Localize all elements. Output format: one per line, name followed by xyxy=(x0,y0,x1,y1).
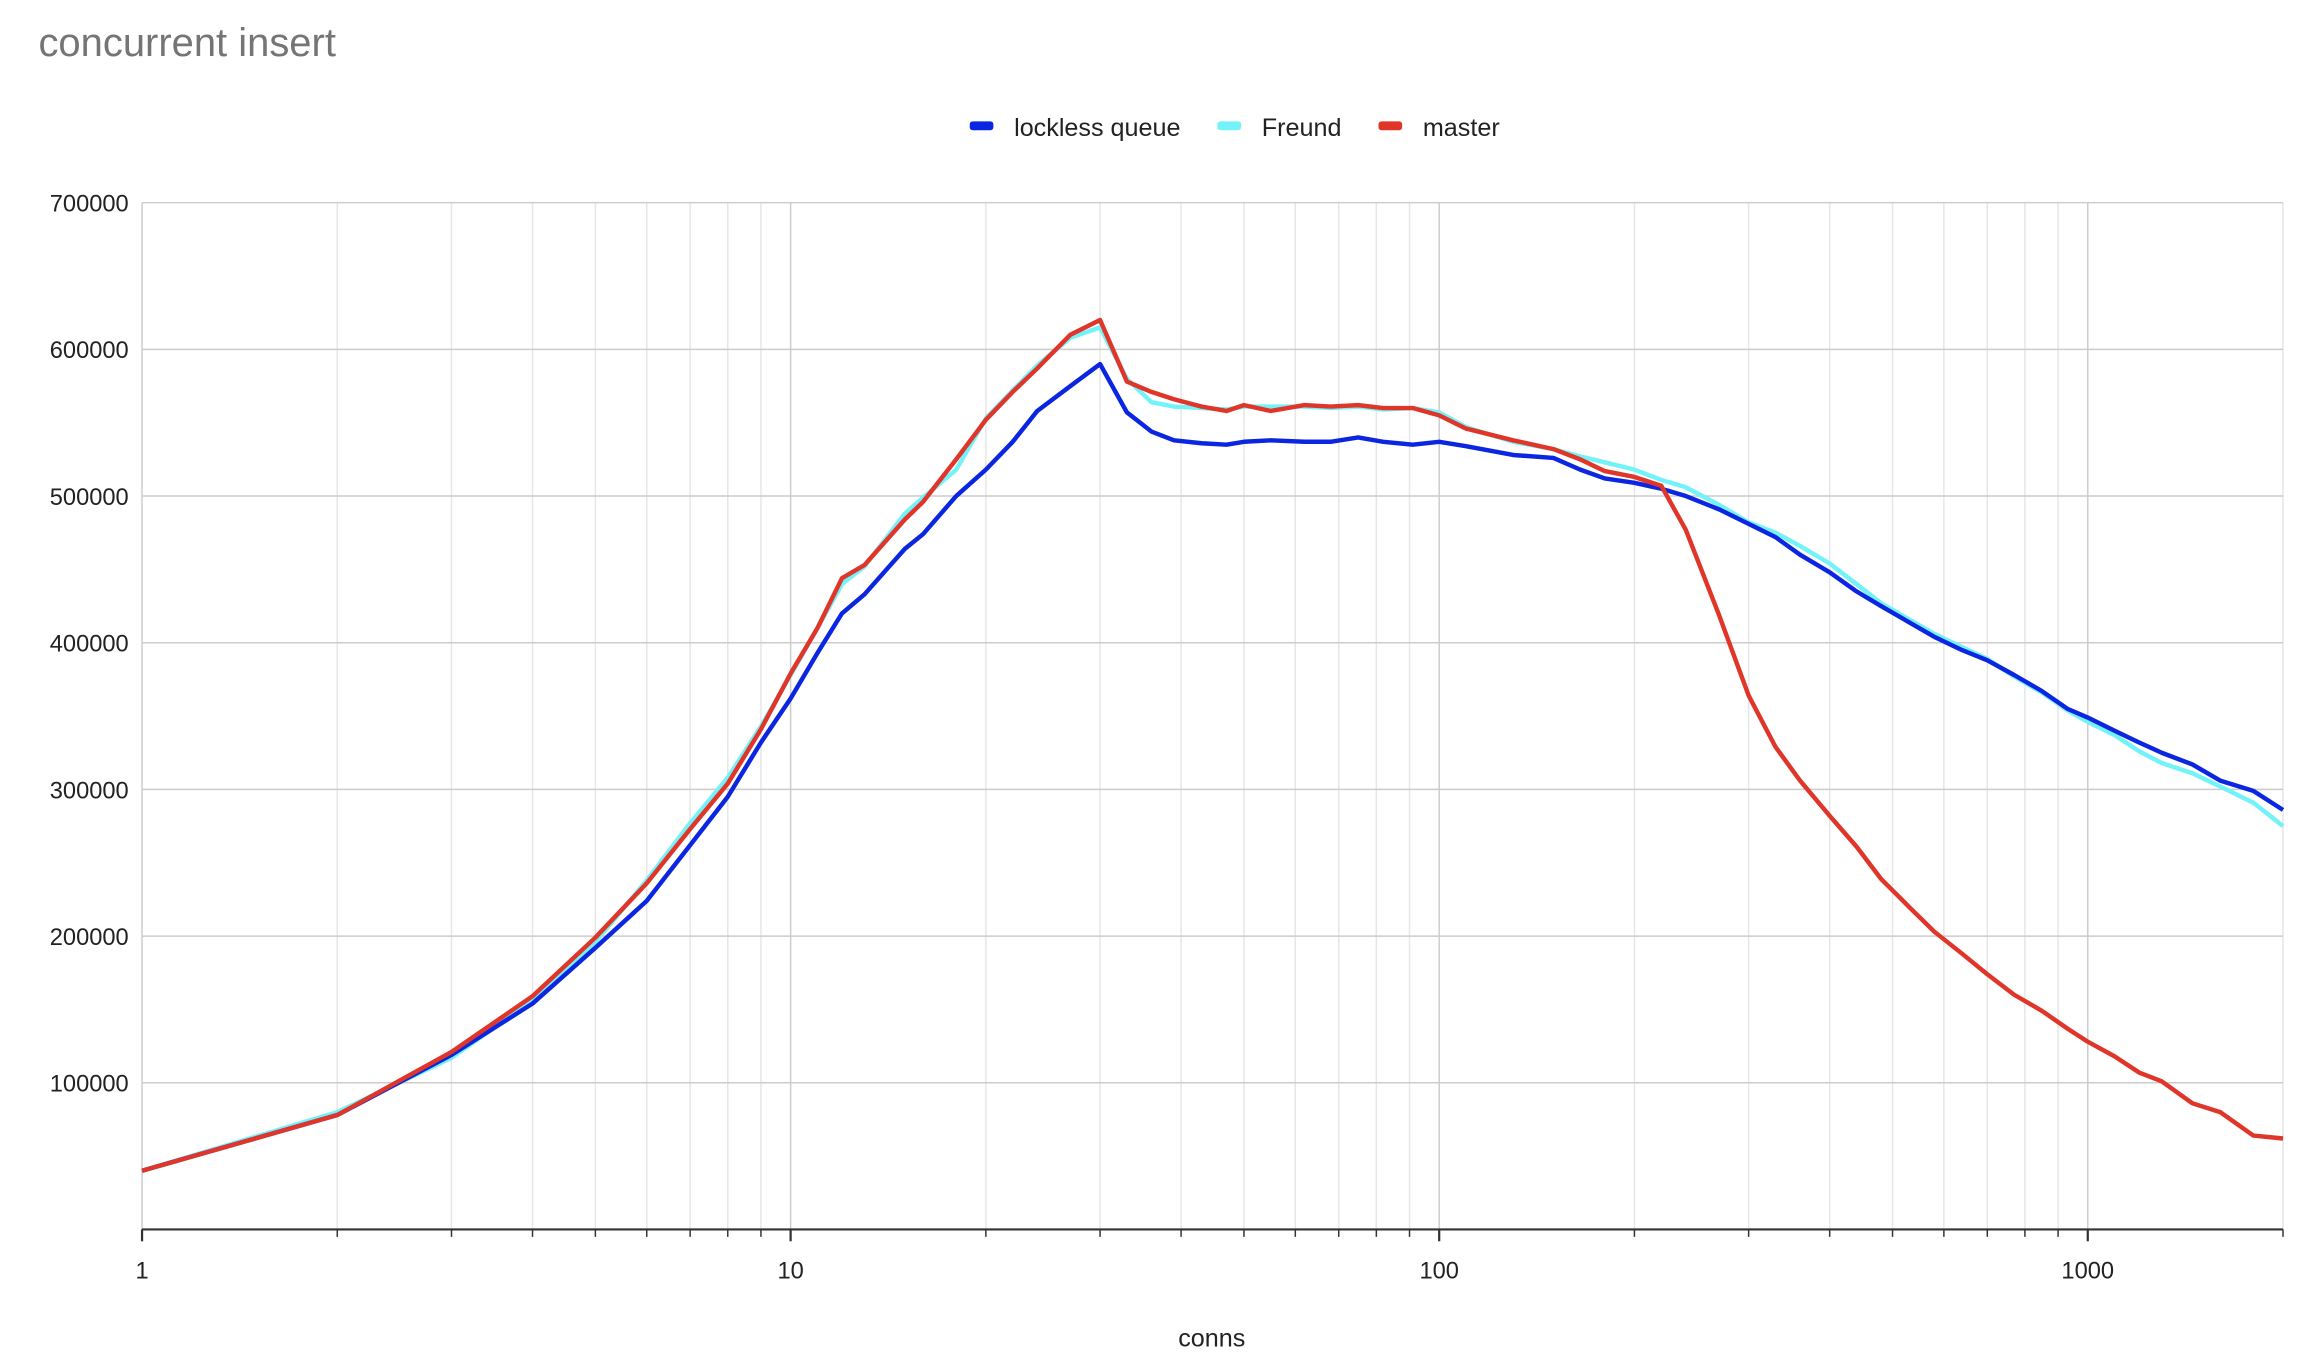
y-tick-label: 200000 xyxy=(50,925,129,951)
legend-label: master xyxy=(1423,114,1500,142)
y-tick-label: 600000 xyxy=(50,338,129,364)
x-tick-label: 100 xyxy=(1419,1258,1458,1284)
x-tick-label: 10 xyxy=(777,1258,803,1284)
x-tick-label: 1 xyxy=(135,1258,148,1284)
y-tick-label: 500000 xyxy=(50,485,129,511)
series-line xyxy=(141,317,2284,1173)
legend-swatch xyxy=(1378,121,1403,131)
legend-swatch xyxy=(969,121,994,131)
legend-swatch xyxy=(1217,121,1242,131)
y-tick-label: 100000 xyxy=(50,1072,129,1098)
y-tick-label: 700000 xyxy=(50,192,129,218)
legend-label: lockless queue xyxy=(1014,114,1180,142)
y-tick-label: 400000 xyxy=(50,632,129,658)
y-tick-label: 300000 xyxy=(50,778,129,804)
x-axis-title: conns xyxy=(1178,1324,1245,1352)
legend: lockless queue Freund master xyxy=(969,114,1500,142)
chart-title: concurrent insert xyxy=(38,21,335,65)
x-tick-label: 1000 xyxy=(2061,1258,2114,1284)
series-line xyxy=(141,361,2285,1173)
legend-label: Freund xyxy=(1262,114,1342,142)
